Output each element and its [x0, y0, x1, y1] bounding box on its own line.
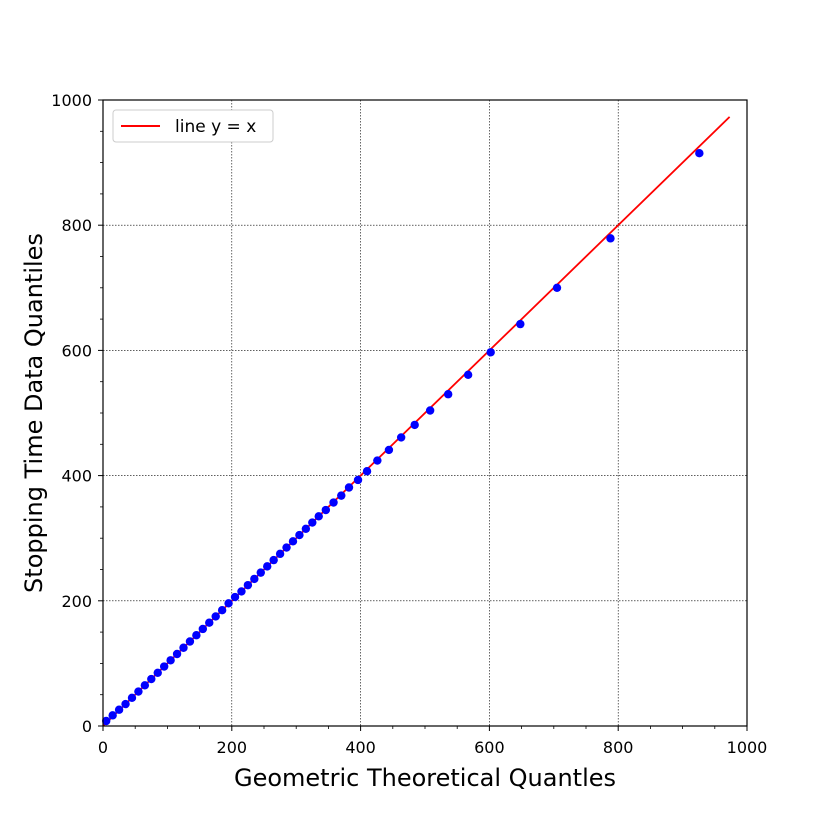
data-point: [443, 390, 453, 399]
x-tick-label: 1000: [727, 738, 768, 757]
data-point: [114, 705, 124, 714]
data-point: [295, 530, 304, 540]
y-tick-label: 0: [82, 717, 92, 736]
data-point: [282, 543, 291, 552]
data-points: [102, 149, 704, 726]
data-point: [205, 618, 214, 627]
data-point: [301, 524, 311, 534]
data-point: [269, 555, 278, 565]
x-axis-label: Geometric Theoretical Quantles: [234, 764, 616, 792]
data-point: [308, 518, 317, 527]
data-point: [159, 662, 169, 671]
data-point: [166, 656, 175, 665]
data-point: [224, 599, 233, 608]
data-point: [486, 348, 495, 357]
data-point: [147, 674, 156, 684]
y-tick-label: 800: [61, 216, 92, 235]
data-point: [425, 406, 435, 415]
legend-label: line y = x: [175, 117, 256, 137]
data-point: [250, 574, 259, 584]
data-point: [153, 668, 162, 677]
data-point: [179, 643, 188, 652]
data-point: [314, 512, 323, 521]
y-tick-label: 400: [61, 467, 92, 486]
data-point: [288, 537, 298, 546]
y-tick-labels: 0 200 400 600 800 1000: [51, 91, 92, 736]
data-point: [140, 681, 150, 690]
data-point: [172, 649, 182, 659]
data-point: [192, 631, 201, 640]
y-tick-label: 600: [61, 341, 92, 360]
x-tick-label: 800: [603, 738, 634, 757]
data-point: [606, 234, 615, 243]
x-tick-label: 200: [217, 738, 248, 757]
data-point: [373, 456, 382, 465]
data-point: [198, 624, 208, 634]
y-tick-label: 200: [61, 592, 92, 611]
y-axis-label: Stopping Time Data Quantiles: [20, 233, 48, 593]
data-point: [552, 283, 562, 292]
major-ticks: [98, 99, 748, 731]
data-point: [463, 370, 473, 380]
data-point: [121, 699, 130, 709]
data-point: [108, 711, 117, 720]
data-point: [516, 319, 525, 329]
legend: line y = x: [112, 109, 274, 143]
data-point: [134, 687, 143, 696]
data-point: [217, 605, 227, 615]
plot-frame: [102, 99, 748, 727]
data-point: [329, 498, 338, 507]
data-point: [410, 420, 419, 430]
data-point: [337, 491, 346, 500]
data-point: [263, 562, 272, 571]
data-point: [695, 149, 704, 158]
x-tick-label: 400: [345, 738, 376, 757]
data-point: [127, 693, 137, 703]
data-point: [102, 716, 111, 726]
data-point: [256, 568, 265, 577]
data-point: [362, 467, 372, 476]
x-tick-label: 0: [98, 738, 108, 757]
data-point: [243, 580, 253, 590]
data-point: [353, 475, 363, 485]
data-point: [384, 445, 394, 455]
data-point: [230, 592, 240, 602]
y-tick-label: 1000: [51, 91, 92, 110]
legend-box: [112, 109, 274, 143]
data-point: [275, 549, 285, 559]
x-tick-label: 600: [474, 738, 505, 757]
data-point: [185, 637, 195, 646]
data-point: [321, 505, 331, 515]
data-point: [344, 483, 354, 492]
x-tick-labels: 0 200 400 600 800 1000: [98, 738, 767, 757]
data-point: [396, 433, 406, 442]
data-point: [211, 612, 220, 621]
data-point: [237, 587, 246, 596]
